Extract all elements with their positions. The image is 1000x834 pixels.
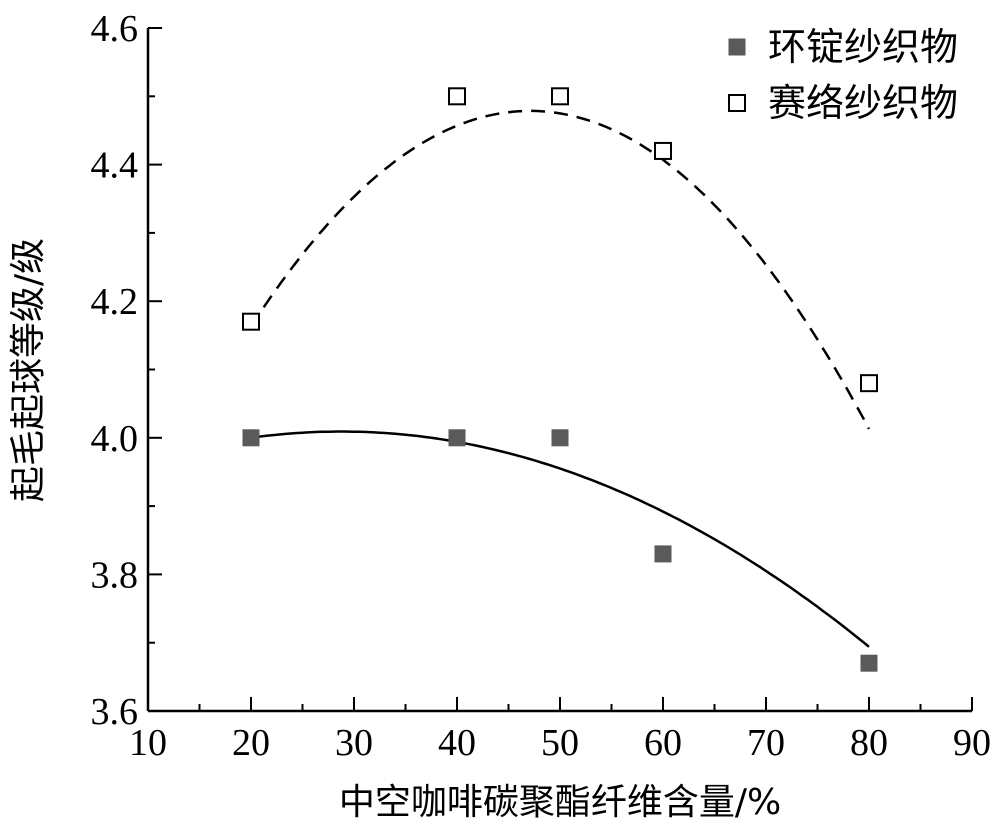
y-tick-label: 4.4 bbox=[91, 145, 139, 187]
data-point-series-1 bbox=[654, 545, 672, 563]
y-tick-label: 4.2 bbox=[91, 281, 139, 323]
x-tick-label: 80 bbox=[850, 722, 888, 764]
data-point-series-2 bbox=[654, 141, 672, 160]
x-tick-label: 10 bbox=[129, 722, 167, 764]
y-ticks: 3.6 3.8 4.0 4.2 4.4 4.6 bbox=[91, 8, 162, 733]
fit-curves bbox=[249, 109, 871, 648]
legend-marker bbox=[728, 38, 746, 56]
data-point-series-2 bbox=[242, 312, 260, 331]
fit-curve-series-2 bbox=[249, 109, 871, 430]
data-point-series-2 bbox=[448, 87, 466, 106]
fit-curve-series-1 bbox=[250, 430, 870, 648]
data-point-series-1 bbox=[242, 429, 260, 447]
y-axis-label: 起毛起球等级/级 bbox=[8, 238, 49, 502]
x-ticks: 10 20 30 40 50 60 70 80 90 bbox=[129, 697, 991, 764]
x-axis-label: 中空咖啡碳聚酯纤维含量/% bbox=[339, 782, 781, 823]
data-point-series-1 bbox=[551, 429, 569, 447]
legend-label: 赛络纱织物 bbox=[768, 81, 958, 125]
legend-marker bbox=[728, 94, 746, 112]
x-tick-label: 30 bbox=[335, 722, 373, 764]
data-point-series-2 bbox=[551, 87, 569, 106]
x-tick-label: 70 bbox=[747, 722, 785, 764]
y-tick-label: 4.0 bbox=[91, 418, 139, 460]
y-tick-label: 4.6 bbox=[91, 8, 139, 50]
axes bbox=[146, 28, 972, 713]
x-tick-label: 50 bbox=[541, 722, 579, 764]
x-tick-label: 60 bbox=[644, 722, 682, 764]
y-tick-label: 3.8 bbox=[91, 554, 139, 596]
x-tick-label: 90 bbox=[953, 722, 991, 764]
x-tick-label: 20 bbox=[232, 722, 270, 764]
data-point-series-2 bbox=[860, 374, 878, 393]
x-tick-label: 40 bbox=[438, 722, 476, 764]
data-point-series-1 bbox=[448, 429, 466, 447]
y-tick-label: 3.6 bbox=[91, 691, 139, 733]
data-points bbox=[242, 87, 878, 672]
data-point-series-1 bbox=[860, 654, 878, 672]
legend-label: 环锭纱织物 bbox=[768, 25, 958, 69]
